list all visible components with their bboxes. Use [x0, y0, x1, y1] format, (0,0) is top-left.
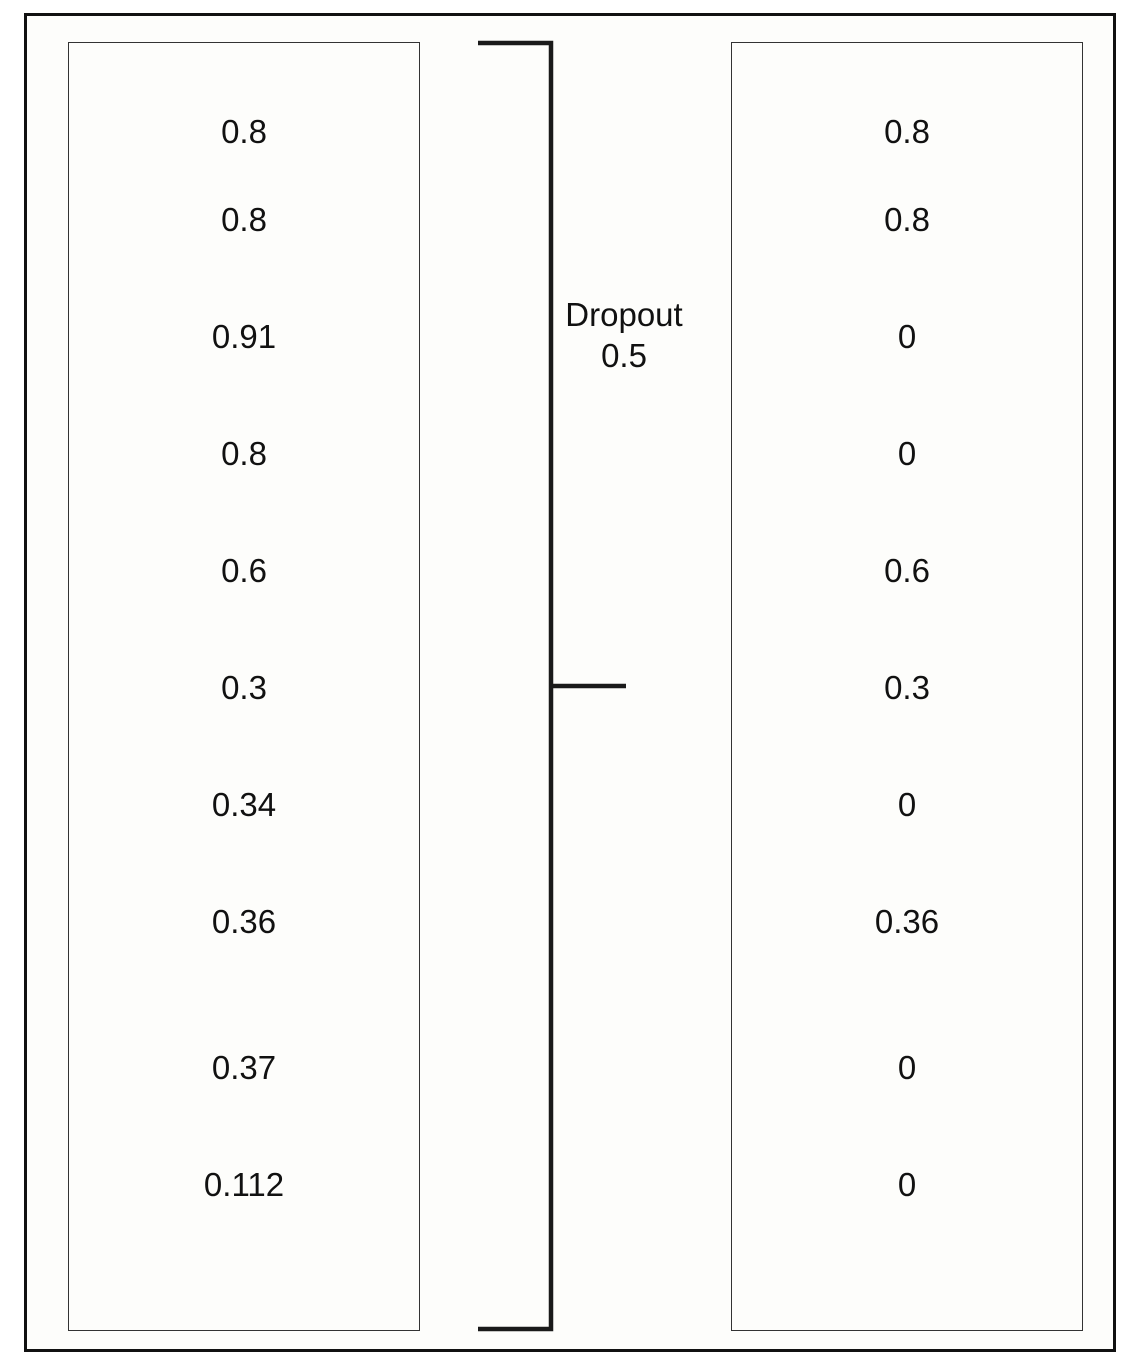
- output-column: 0.8 0.8 0 0 0.6 0.3 0 0.36 0 0: [731, 42, 1083, 1331]
- input-value: 0.8: [221, 201, 267, 238]
- output-value: 0: [897, 1166, 917, 1203]
- input-value: 0.37: [211, 1049, 277, 1086]
- input-value: 0.8: [221, 113, 267, 150]
- input-value: 0.36: [211, 903, 277, 940]
- input-value: 0.112: [203, 1166, 285, 1203]
- dropout-label-text: Dropout: [565, 296, 683, 333]
- dropout-rate: 0.5: [601, 337, 647, 374]
- input-column: 0.8 0.8 0.91 0.8 0.6 0.3 0.34 0.36 0.37 …: [68, 42, 420, 1331]
- output-value: 0.8: [884, 113, 930, 150]
- output-value: 0: [897, 435, 917, 472]
- input-value: 0.8: [221, 435, 267, 472]
- input-value: 0.34: [211, 786, 277, 823]
- output-value: 0.8: [884, 201, 930, 238]
- input-value: 0.91: [211, 318, 277, 355]
- dropout-label: Dropout 0.5: [554, 294, 694, 376]
- input-value: 0.3: [221, 669, 267, 706]
- output-value: 0: [897, 1049, 917, 1086]
- input-value: 0.6: [221, 552, 267, 589]
- output-value: 0: [897, 786, 917, 823]
- output-value: 0.3: [884, 669, 930, 706]
- output-value: 0.6: [884, 552, 930, 589]
- output-value: 0: [897, 318, 917, 355]
- output-value: 0.36: [874, 903, 940, 940]
